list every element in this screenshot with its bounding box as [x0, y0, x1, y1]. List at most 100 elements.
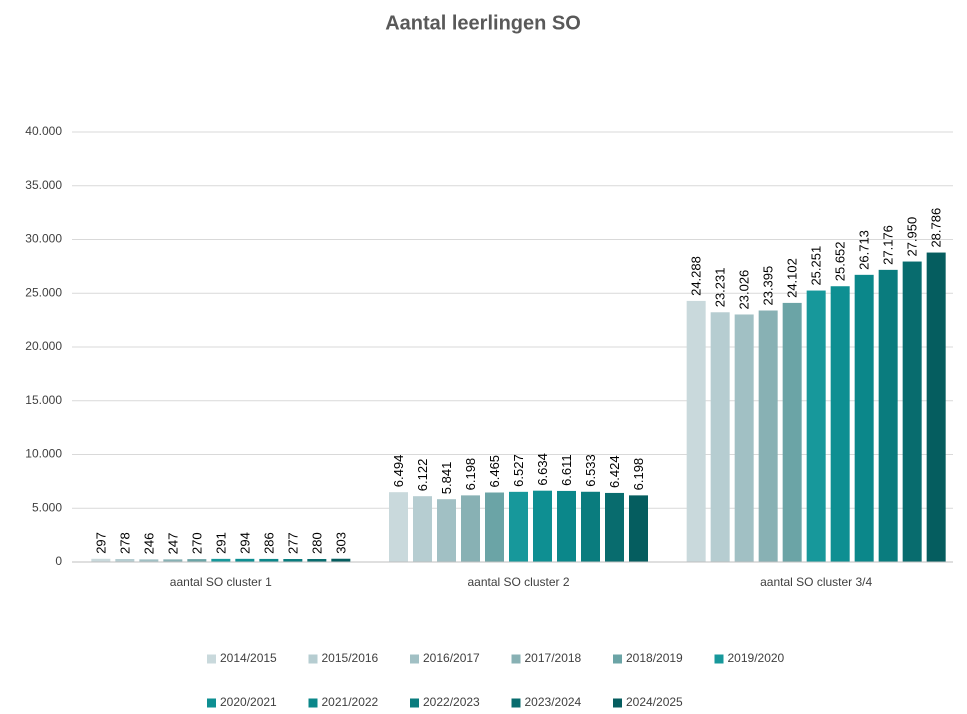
y-tick-label: 20.000	[25, 339, 62, 353]
bar	[307, 558, 327, 562]
data-label: 297	[93, 532, 108, 554]
legend-label: 2024/2025	[626, 695, 683, 709]
data-label: 6.634	[535, 453, 550, 486]
data-label: 23.395	[761, 266, 776, 306]
bar	[878, 269, 898, 562]
legend-swatch	[714, 654, 724, 664]
bar	[758, 310, 778, 562]
chart-title: Aantal leerlingen SO	[385, 12, 581, 34]
legend-label: 2017/2018	[525, 651, 582, 665]
y-tick-label: 15.000	[25, 393, 62, 407]
bar	[437, 499, 456, 562]
legend-swatch	[207, 698, 216, 708]
bar	[557, 490, 576, 562]
bar	[509, 491, 528, 562]
bar	[461, 495, 480, 562]
bar	[115, 559, 135, 562]
bar	[806, 290, 826, 562]
bar	[926, 252, 946, 562]
legend-swatch	[613, 698, 622, 708]
legend-label: 2019/2020	[728, 651, 785, 665]
data-label: 25.652	[833, 241, 848, 281]
y-tick-label: 25.000	[25, 285, 62, 299]
bar	[854, 274, 874, 562]
data-label: 6.198	[631, 458, 646, 491]
data-label: 6.424	[607, 455, 622, 488]
legend-swatch	[308, 698, 318, 708]
bar	[91, 558, 111, 562]
y-tick-label: 30.000	[25, 232, 62, 246]
legend-label: 2020/2021	[220, 695, 277, 709]
legend-label: 2015/2016	[322, 651, 379, 665]
data-label: 270	[189, 532, 204, 554]
bar	[389, 492, 408, 562]
data-label: 27.950	[905, 217, 920, 257]
bar	[163, 559, 183, 562]
data-label: 277	[285, 532, 300, 554]
legend-label: 2018/2019	[626, 651, 683, 665]
legend-swatch	[410, 698, 419, 708]
data-label: 23.026	[737, 270, 752, 310]
legend-swatch	[410, 654, 419, 664]
bar	[686, 300, 706, 562]
data-label: 286	[261, 532, 276, 554]
y-tick-label: 40.000	[25, 124, 62, 138]
bar	[283, 559, 303, 562]
bar	[235, 558, 255, 562]
bar	[629, 495, 648, 562]
x-tick-label: aantal SO cluster 2	[467, 575, 569, 589]
data-label: 294	[237, 532, 252, 554]
y-tick-label: 10.000	[25, 447, 62, 461]
data-label: 6.527	[511, 454, 526, 487]
bar	[259, 558, 279, 562]
bar	[485, 492, 504, 562]
legend-swatch	[207, 654, 216, 664]
legend-label: 2016/2017	[423, 651, 480, 665]
data-label: 280	[309, 532, 324, 554]
bar	[710, 312, 730, 562]
legend-label: 2022/2023	[423, 695, 480, 709]
data-label: 6.122	[415, 459, 430, 492]
legend-swatch	[613, 654, 622, 664]
y-tick-label: 5.000	[32, 500, 62, 514]
data-label: 303	[333, 532, 348, 554]
y-tick-label: 0	[55, 554, 62, 568]
legend-swatch	[308, 654, 318, 664]
legend-swatch	[511, 654, 521, 664]
data-label: 27.176	[881, 225, 896, 265]
bar	[533, 490, 552, 562]
data-label: 24.288	[689, 256, 704, 296]
legend-label: 2023/2024	[525, 695, 582, 709]
y-tick-label: 35.000	[25, 178, 62, 192]
bar	[605, 492, 624, 562]
data-label: 5.841	[439, 462, 454, 495]
data-label: 278	[117, 532, 132, 554]
data-label: 6.494	[391, 455, 406, 488]
bar	[211, 558, 231, 562]
data-label: 6.611	[559, 454, 574, 486]
bar	[331, 558, 351, 562]
bar	[187, 559, 207, 562]
legend-swatch	[511, 698, 521, 708]
data-label: 247	[165, 533, 180, 555]
data-label: 26.713	[857, 230, 872, 270]
bar	[581, 491, 600, 562]
data-label: 24.102	[785, 258, 800, 298]
legend-label: 2021/2022	[322, 695, 379, 709]
bar	[413, 496, 432, 562]
data-label: 25.251	[809, 246, 824, 286]
bar	[830, 286, 850, 562]
data-label: 291	[213, 532, 228, 554]
bar	[902, 261, 922, 562]
x-tick-label: aantal SO cluster 1	[170, 575, 272, 589]
data-label: 246	[141, 533, 156, 555]
data-label: 6.198	[463, 458, 478, 491]
data-label: 28.786	[929, 208, 944, 248]
data-label: 23.231	[713, 268, 728, 308]
data-label: 6.465	[487, 455, 502, 488]
data-label: 6.533	[583, 454, 598, 487]
bar	[734, 314, 754, 562]
legend-label: 2014/2015	[220, 651, 277, 665]
bar	[139, 559, 159, 562]
